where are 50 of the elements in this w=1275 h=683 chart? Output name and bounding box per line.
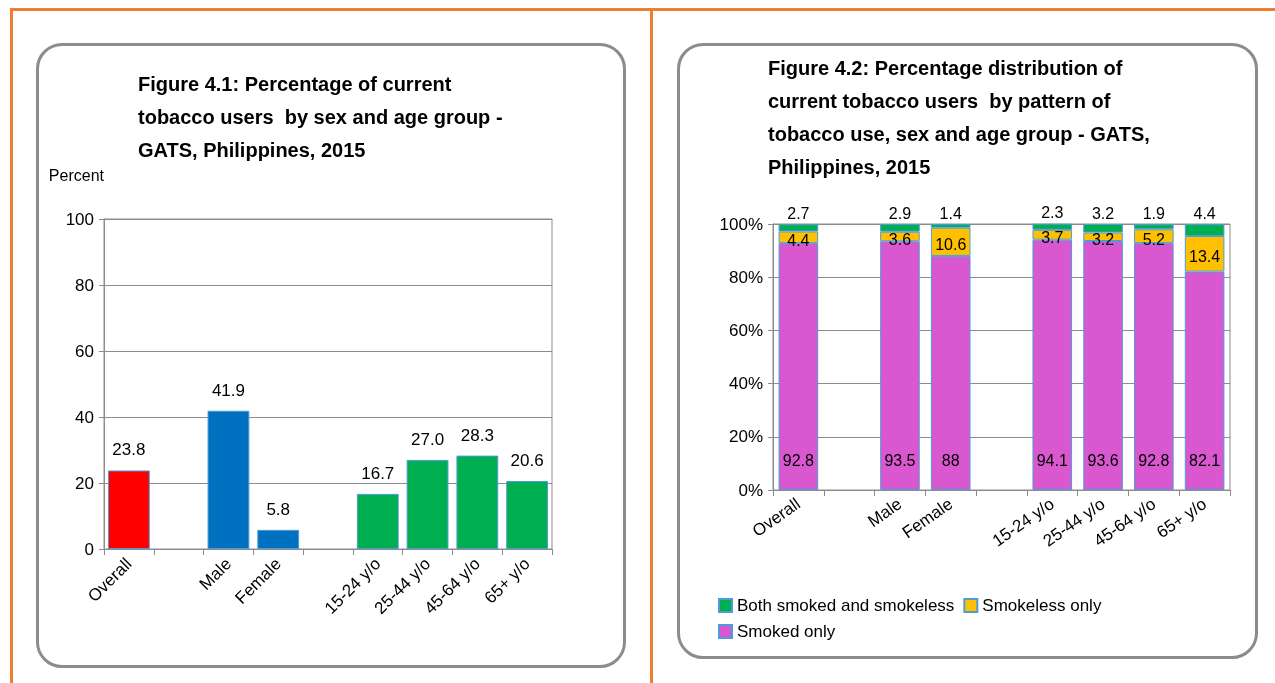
chart-title: Figure 4.1: Percentage of current tobacco users by sex and age group - GATS, Philippines, 2015 (138, 72, 509, 161)
data-label: 93.6 (1087, 451, 1119, 469)
y-tick-label: 60% (728, 320, 763, 340)
x-tick-label: 65+ y/o (480, 554, 534, 608)
y-tick-label: 20 (75, 473, 94, 493)
data-label: 16.7 (361, 463, 395, 483)
data-label: 27.0 (411, 429, 445, 449)
data-label: 3.2 (1091, 231, 1115, 249)
y-tick-label: 100% (719, 214, 763, 234)
y-tick-label: 20% (728, 427, 763, 447)
data-label: 10.6 (935, 236, 967, 254)
y-tick-label: 80% (728, 267, 763, 287)
data-label: 20.6 (510, 451, 544, 471)
data-label: 2.9 (888, 204, 912, 222)
y-tick-label: 0% (738, 480, 763, 500)
y-tick-label: 60 (75, 341, 94, 361)
bar (406, 459, 449, 549)
data-label: 92.8 (782, 451, 815, 469)
legend-label: Both smoked and smokeless (737, 596, 955, 615)
legend-label: Smoked only (737, 622, 836, 641)
chart-title: Figure 4.2: Percentage distribution of current tobacco users by pattern of tobacco use, sex and age group - GATS, Philippines, 2015 (768, 56, 1156, 178)
data-label: 88 (941, 451, 960, 469)
bar (207, 410, 250, 549)
bar (506, 481, 549, 549)
y-tick-label: 100 (65, 209, 94, 229)
y-tick-label: 40 (75, 407, 94, 427)
legend-label: Smokeless only (982, 596, 1102, 615)
y-axis-title: Percent (48, 166, 105, 184)
data-label: 3.2 (1091, 204, 1115, 222)
data-label: 93.5 (884, 451, 916, 469)
data-label: 23.8 (112, 440, 146, 460)
data-label: 94.1 (1036, 451, 1068, 469)
data-label: 2.7 (787, 204, 810, 222)
y-tick-label: 0 (84, 539, 94, 559)
data-label: 1.4 (939, 204, 962, 222)
y-tick-label: 40% (728, 374, 763, 394)
bar (107, 470, 150, 549)
y-tick-label: 80 (75, 275, 94, 295)
bar (456, 455, 499, 549)
data-label: 1.9 (1142, 204, 1166, 222)
data-label: 82.1 (1189, 451, 1221, 469)
bar (257, 529, 300, 549)
data-label: 13.4 (1189, 248, 1221, 266)
bar (356, 493, 399, 549)
data-label: 5.8 (266, 499, 291, 519)
data-label: 41.9 (211, 380, 245, 400)
data-label: 2.3 (1041, 204, 1064, 222)
data-label: 4.4 (1193, 204, 1216, 222)
data-label: 92.8 (1138, 451, 1170, 469)
data-label: 28.3 (460, 425, 494, 445)
